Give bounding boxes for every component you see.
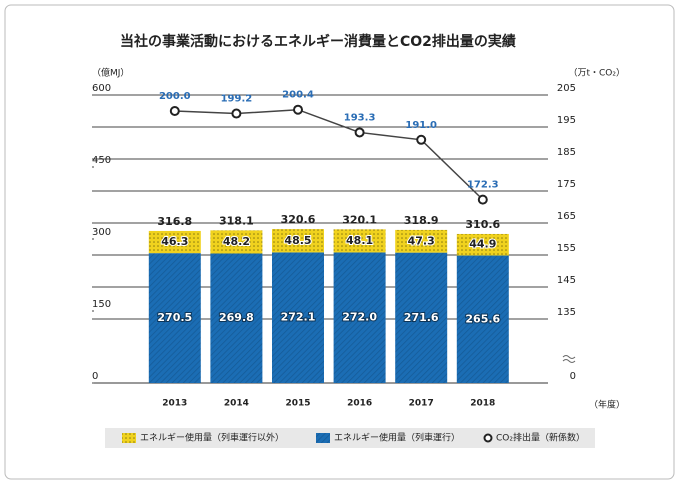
y2-tick-label: 155 bbox=[557, 243, 576, 254]
y-tick-label: 600 bbox=[92, 83, 111, 94]
y2-tick-label: 145 bbox=[557, 275, 576, 286]
value-label: 200.0 bbox=[159, 91, 191, 102]
value-label: 193.3 bbox=[344, 112, 376, 123]
point bbox=[354, 127, 365, 138]
x-tick-label: 2016 bbox=[347, 399, 372, 409]
y-tick-label: 150 bbox=[92, 299, 111, 310]
value-label: 48.5 bbox=[284, 234, 311, 247]
total-label: 320.1 bbox=[342, 213, 377, 226]
value-label: 272.1 bbox=[281, 311, 316, 324]
x-tick-label: 2018 bbox=[470, 399, 495, 409]
bar-segment bbox=[272, 229, 324, 253]
y2-tick-label: 0 bbox=[570, 371, 576, 382]
axis-break bbox=[562, 355, 576, 363]
value-label: 48.2 bbox=[223, 235, 250, 248]
value-label: 172.3 bbox=[467, 180, 499, 191]
value-label: 44.9 bbox=[469, 238, 496, 251]
point bbox=[477, 194, 488, 205]
y2-tick-label: 195 bbox=[557, 115, 576, 126]
value-label: 48.1 bbox=[346, 234, 373, 247]
point bbox=[293, 104, 303, 115]
bar-segment bbox=[210, 230, 263, 254]
bar-segment bbox=[148, 230, 201, 254]
point bbox=[416, 134, 427, 145]
y2-tick-label: 165 bbox=[557, 211, 576, 222]
point bbox=[231, 108, 242, 119]
total-label: 320.6 bbox=[281, 213, 316, 226]
total-label: 318.1 bbox=[219, 214, 254, 227]
bar-segment bbox=[395, 252, 448, 383]
y-axis-label: （億MJ） bbox=[92, 67, 129, 79]
value-label: 269.8 bbox=[219, 311, 254, 324]
value-label: 47.3 bbox=[408, 234, 435, 247]
total-label: 316.8 bbox=[157, 215, 192, 228]
x-tick-label: 2013 bbox=[162, 399, 187, 409]
legend-swatch bbox=[316, 433, 330, 443]
value-label: 199.2 bbox=[221, 94, 253, 105]
value-label: 200.4 bbox=[282, 90, 314, 101]
bar-segment bbox=[456, 255, 509, 383]
bar-segment bbox=[395, 229, 448, 253]
y-tick-label: 450 bbox=[92, 155, 111, 166]
y-tick-label: 300 bbox=[92, 227, 111, 238]
x-axis-label: （年度） bbox=[589, 399, 625, 411]
y2-tick-label: 175 bbox=[557, 179, 576, 190]
value-label: 46.3 bbox=[161, 235, 188, 248]
legend-label: エネルギー使用量（列車運行以外） bbox=[140, 432, 284, 444]
value-label: 265.6 bbox=[465, 312, 500, 325]
chart-title: 当社の事業活動におけるエネルギー消費量とCO2排出量の実績 bbox=[120, 33, 516, 50]
legend-label: エネルギー使用量（列車運行） bbox=[334, 432, 460, 444]
bar-segment bbox=[333, 252, 386, 383]
bar-segment bbox=[272, 252, 324, 383]
x-tick-label: 2017 bbox=[409, 399, 434, 409]
value-label: 191.0 bbox=[405, 120, 437, 131]
line bbox=[174, 108, 484, 201]
bar-segment bbox=[333, 229, 386, 253]
value-label: 271.6 bbox=[404, 311, 439, 324]
total-label: 310.6 bbox=[465, 218, 500, 231]
point bbox=[169, 106, 180, 116]
y2-axis-label: （万t・CO₂） bbox=[568, 68, 625, 79]
legend bbox=[105, 428, 595, 448]
x-tick-label: 2014 bbox=[224, 399, 249, 409]
y2-tick-label: 185 bbox=[557, 147, 576, 158]
value-label: 272.0 bbox=[342, 311, 377, 324]
y2-tick-label: 135 bbox=[557, 307, 576, 318]
y2-tick-label: 205 bbox=[557, 83, 576, 94]
bar-segment bbox=[210, 253, 263, 383]
y-tick-label: 0 bbox=[92, 371, 98, 382]
bar-segment bbox=[148, 253, 201, 383]
legend-label: CO₂排出量（新係数） bbox=[496, 432, 585, 444]
x-tick-label: 2015 bbox=[285, 399, 310, 409]
value-label: 270.5 bbox=[157, 311, 192, 324]
legend-swatch bbox=[483, 433, 493, 443]
bar-segment bbox=[456, 233, 509, 256]
legend-swatch bbox=[122, 433, 136, 443]
total-label: 318.9 bbox=[404, 214, 439, 227]
